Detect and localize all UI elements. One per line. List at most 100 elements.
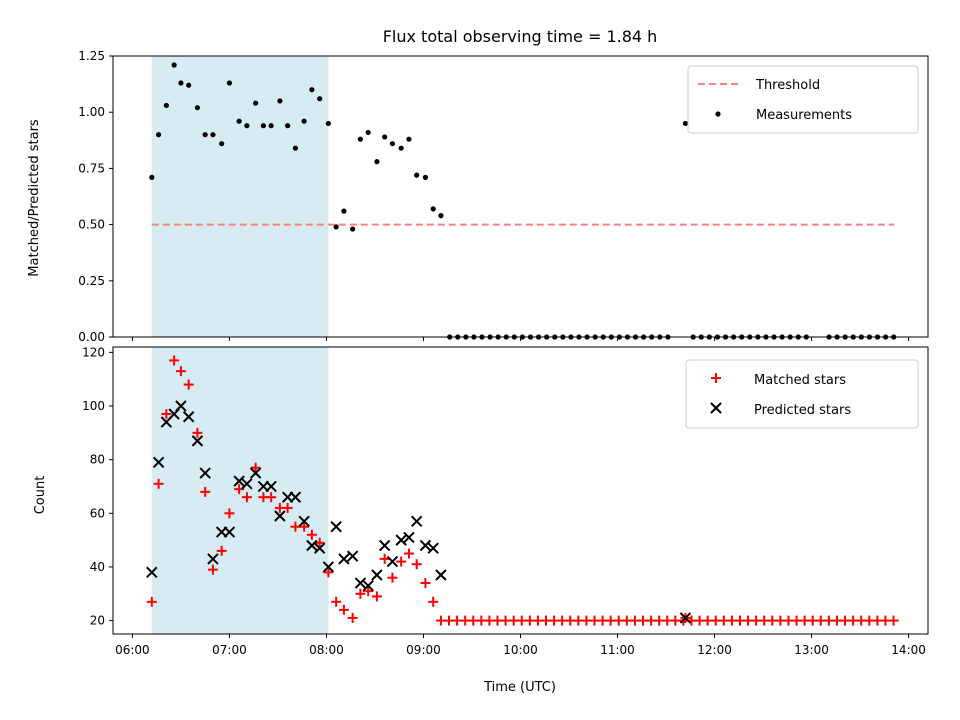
- predicted-star-point: [419, 539, 432, 552]
- x-tick-label: 08:00: [309, 643, 344, 657]
- measurement-point: [171, 62, 177, 68]
- predicted-star-point: [298, 515, 310, 528]
- bottom-plot: 20 40 60 80 100 120 06:00 07:00 08:00 09:00 10:00 1…: [82, 345, 929, 657]
- measurement-point: [163, 102, 169, 109]
- legend-matched-label: Matched stars: [754, 373, 846, 388]
- matched-star-point: [306, 529, 317, 540]
- predicted-star-point: [371, 569, 383, 581]
- measurement-point: [389, 141, 396, 147]
- predicted-star-point: [306, 539, 318, 552]
- matched-star-point: [331, 596, 342, 607]
- measurement-point: [226, 80, 233, 86]
- predicted-star-point: [338, 553, 350, 565]
- measurement-point: [292, 145, 299, 151]
- legend-matched-swatch: [711, 373, 721, 383]
- legend-threshold-label: Threshold: [755, 78, 820, 93]
- measurement-point: [285, 123, 291, 129]
- predicted-star-point: [175, 400, 187, 412]
- x-tick-label: 14:00: [891, 643, 926, 657]
- measurement-point: [398, 145, 404, 151]
- matched-star-point: [183, 379, 194, 390]
- chart-title: Flux total observing time = 1.84 h: [383, 27, 658, 46]
- matched-star-point: [153, 478, 164, 489]
- top-legend: Threshold Measurements: [687, 65, 919, 134]
- y-tick-label: 0.75: [78, 161, 105, 175]
- matched-star-point: [323, 567, 334, 578]
- predicted-star-point: [199, 467, 211, 479]
- matched-star-point: [355, 588, 366, 599]
- predicted-star-point: [191, 435, 204, 447]
- bottom-legend: Matched stars Predicted stars: [685, 359, 919, 429]
- observing-window-shade: [151, 56, 329, 337]
- matched-star-point: [420, 578, 431, 589]
- measurement-point: [438, 213, 444, 219]
- x-tick-label: 13:00: [794, 643, 829, 657]
- measurement-point: [357, 136, 364, 142]
- y-tick-label: 60: [90, 506, 105, 520]
- x-tick-label: 11:00: [600, 643, 635, 657]
- matched-star-point: [200, 486, 211, 497]
- top-y-axis-label: Matched/Predicted stars: [27, 119, 42, 277]
- matched-star-point: [241, 492, 252, 503]
- predicted-star-point: [354, 577, 367, 589]
- measurement-point: [219, 141, 225, 147]
- matched-star-point: [338, 604, 349, 615]
- predicted-star-point: [435, 569, 447, 581]
- predicted-star-point: [241, 478, 253, 490]
- measurement-point: [244, 123, 250, 129]
- y-tick-label: 1.00: [78, 105, 105, 119]
- x-axis-label: Time (UTC): [483, 680, 556, 695]
- y-tick-label: 0.50: [78, 218, 105, 232]
- y-tick-label: 80: [90, 453, 105, 467]
- predicted-star-point: [346, 550, 359, 562]
- measurement-point: [253, 100, 259, 106]
- predicted-star-point: [249, 467, 262, 479]
- matched-star-point: [224, 508, 235, 519]
- predicted-star-point: [410, 515, 423, 528]
- measurement-point: [194, 105, 201, 111]
- predicted-star-point: [322, 561, 335, 573]
- matched-star-point: [282, 502, 293, 513]
- measurement-point: [365, 129, 371, 136]
- measurement-point: [202, 132, 208, 138]
- predicted-star-point: [403, 531, 415, 544]
- predicted-star-point: [223, 526, 236, 538]
- legend-predicted-swatch: [710, 402, 722, 414]
- legend-predicted-label: Predicted stars: [754, 403, 851, 418]
- matched-star-point: [428, 596, 439, 607]
- matched-star-point: [216, 545, 227, 556]
- measurement-point: [374, 159, 380, 165]
- legend-measurements-label: Measurements: [756, 108, 852, 123]
- predicted-star-point: [313, 542, 326, 554]
- matched-star-point: [396, 556, 407, 567]
- legend-box: [685, 359, 919, 429]
- measurement-point: [186, 82, 192, 88]
- predicted-star-point: [378, 539, 391, 552]
- measurement-point: [156, 132, 162, 138]
- x-tick-label: 10:00: [503, 643, 538, 657]
- predicted-star-point: [679, 612, 692, 624]
- matched-star-point: [207, 564, 218, 575]
- predicted-star-point: [182, 411, 195, 423]
- measurement-point: [317, 96, 323, 102]
- legend-box: [687, 65, 919, 134]
- matched-star-point: [379, 553, 390, 564]
- x-tick-label: 06:00: [115, 643, 150, 657]
- matched-star-point: [403, 548, 414, 559]
- predicted-star-point: [152, 456, 165, 469]
- matched-star-point: [363, 586, 374, 597]
- predicted-star-point: [289, 491, 302, 503]
- measurement-point: [236, 118, 242, 124]
- matched-star-point: [175, 366, 186, 377]
- matched-star-point: [169, 355, 180, 366]
- matched-star-point: [888, 615, 899, 626]
- matched-star-point: [411, 559, 422, 570]
- y-tick-label: 100: [82, 399, 105, 413]
- measurement-point: [382, 134, 388, 140]
- matched-star-point: [250, 462, 261, 473]
- matched-star-point: [371, 591, 382, 602]
- predicted-star-point: [265, 480, 277, 493]
- matched-star-point: [387, 572, 398, 583]
- bottom-y-axis-label: Count: [33, 476, 48, 515]
